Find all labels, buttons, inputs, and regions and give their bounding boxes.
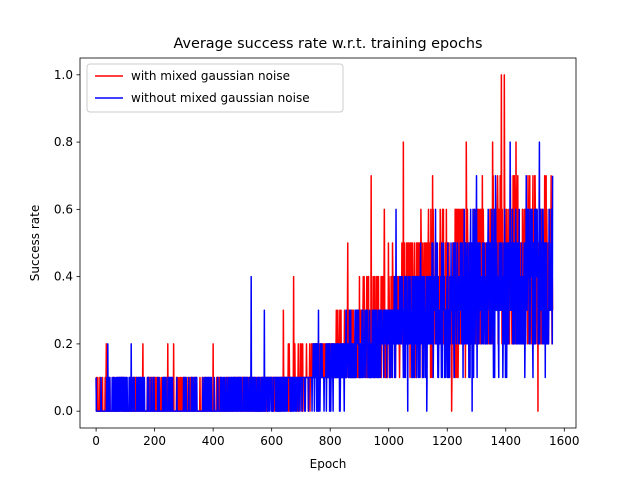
legend-label-with-noise: with mixed gaussian noise: [131, 69, 290, 83]
y-tick-label: 0.2: [54, 337, 73, 351]
legend: with mixed gaussian noise without mixed …: [86, 63, 344, 113]
x-tick-label: 600: [260, 434, 283, 448]
y-tick-label: 0.6: [54, 202, 73, 216]
x-tick-label: 800: [319, 434, 342, 448]
x-tick-label: 400: [202, 434, 225, 448]
chart-title: Average success rate w.r.t. training epo…: [174, 36, 483, 52]
x-axis: 0 200 400 600 800 1000 1200 1400 1600: [92, 428, 580, 448]
x-tick-label: 200: [143, 434, 166, 448]
x-tick-label: 1400: [490, 434, 521, 448]
series-line-without-noise: [95, 141, 554, 412]
x-axis-label: Epoch: [310, 457, 347, 471]
x-tick-label: 1200: [432, 434, 463, 448]
y-tick-label: 0.4: [54, 270, 73, 284]
series-layer: [95, 74, 554, 412]
y-tick-label: 1.0: [54, 68, 73, 82]
y-axis: 0.0 0.2 0.4 0.6 0.8 1.0: [54, 68, 80, 418]
x-tick-label: 1600: [549, 434, 580, 448]
legend-label-without-noise: without mixed gaussian noise: [131, 91, 310, 105]
y-tick-label: 0.8: [54, 135, 73, 149]
legend-box: [86, 63, 344, 113]
y-tick-label: 0.0: [54, 404, 73, 418]
x-tick-label: 0: [92, 434, 100, 448]
plot-frame: [79, 57, 577, 429]
y-axis-label: Success rate: [28, 205, 42, 282]
x-tick-label: 1000: [373, 434, 404, 448]
